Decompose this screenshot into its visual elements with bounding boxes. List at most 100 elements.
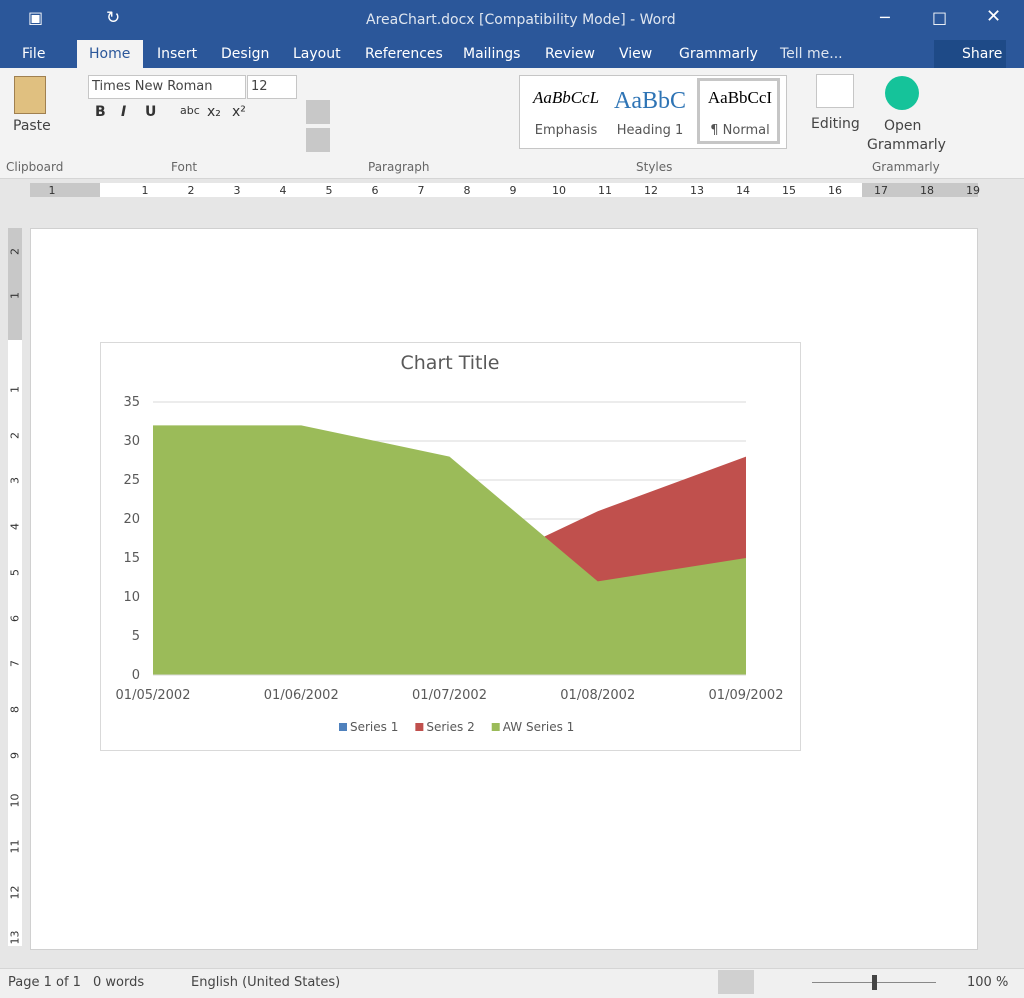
font-name[interactable]: Times New Roman <box>92 79 213 94</box>
tell-me[interactable]: Tell me... <box>780 46 843 62</box>
tab[interactable]: Mailings <box>463 46 521 62</box>
title-bar <box>0 0 1024 68</box>
font-size-box[interactable] <box>247 75 297 99</box>
paste-label[interactable]: Paste <box>13 118 51 134</box>
x-tick-label: 01/05/2002 <box>116 688 191 703</box>
ruler-label: 16 <box>828 184 842 197</box>
ltr-button[interactable] <box>306 128 330 152</box>
style-sample[interactable]: AaBbC <box>614 88 686 114</box>
vertical-ruler <box>8 228 22 946</box>
font-size[interactable]: 12 <box>251 79 268 94</box>
find-icon[interactable] <box>816 74 854 108</box>
grammarly-open[interactable]: Grammarly <box>867 137 946 153</box>
tab[interactable]: Design <box>221 46 270 62</box>
font-name-box[interactable] <box>88 75 246 99</box>
word-count[interactable]: 0 words <box>93 975 145 990</box>
grammarly-open[interactable]: Open <box>884 118 922 134</box>
maximize[interactable]: □ <box>932 8 948 27</box>
ruler-label: 2 <box>8 248 22 255</box>
ruler-label: 4 <box>8 523 22 531</box>
ruler-label: 14 <box>736 184 750 197</box>
legend-swatch <box>415 723 424 731</box>
save-icon[interactable]: ▣ <box>28 8 44 27</box>
y-tick-label: 15 <box>123 551 140 566</box>
paste-icon[interactable] <box>14 76 46 114</box>
chart: Chart Title 0 5 10 15 20 25 30 35 01/05/2002 01/0… <box>100 342 801 751</box>
ruler-label: 4 <box>279 184 287 197</box>
ruler-label: 19 <box>966 184 980 197</box>
align-left[interactable] <box>306 100 330 124</box>
status-bar <box>0 968 1024 998</box>
print-layout[interactable] <box>718 970 754 994</box>
font-button[interactable]: B <box>95 104 106 120</box>
zoom-thumb[interactable] <box>872 975 877 990</box>
ruler-label: 2 <box>187 184 195 197</box>
x-tick-label: 01/09/2002 <box>709 688 784 703</box>
tab[interactable]: Layout <box>293 46 341 62</box>
tab[interactable]: Home <box>89 46 131 62</box>
page-count[interactable]: Page 1 of 1 <box>8 975 81 990</box>
style-selected <box>697 78 780 144</box>
group-label: Styles <box>636 160 673 174</box>
ruler-label: 3 <box>233 184 241 197</box>
ruler-label: 12 <box>8 885 22 900</box>
ruler-label: 13 <box>690 184 704 197</box>
window-title: AreaChart.docx [Compatibility Mode] - Wo… <box>366 12 676 28</box>
ruler-label: 1 <box>48 184 56 197</box>
ruler-label: 17 <box>874 184 888 197</box>
ruler-label: 5 <box>325 184 333 197</box>
horizontal-ruler <box>30 183 978 197</box>
ruler-label: 5 <box>8 568 22 576</box>
tab[interactable]: File <box>22 46 46 62</box>
ruler-label: 10 <box>8 793 22 808</box>
language[interactable]: English (United States) <box>191 975 341 990</box>
ruler-label: 13 <box>8 930 22 945</box>
ruler-label: 12 <box>644 184 658 197</box>
ruler-label: 7 <box>8 660 22 668</box>
legend-swatch <box>491 723 500 731</box>
tab[interactable]: References <box>365 46 443 62</box>
style-name[interactable]: ¶ Normal <box>710 123 770 138</box>
area <box>153 425 746 675</box>
tab[interactable]: Grammarly <box>679 46 758 62</box>
group-label: Grammarly <box>872 160 940 174</box>
x-tick-label: 01/06/2002 <box>264 688 339 703</box>
ruler-label: 7 <box>417 184 425 197</box>
legend-label: Series 2 <box>426 720 474 734</box>
ruler-label: 11 <box>8 839 22 854</box>
tab[interactable]: View <box>619 46 653 62</box>
close[interactable]: ✕ <box>986 6 1002 27</box>
style-sample[interactable]: AaBbCcL <box>532 88 600 107</box>
redo-icon[interactable]: ↻ <box>106 8 121 28</box>
y-tick-label: 0 <box>132 668 140 683</box>
font-button[interactable]: abc <box>180 104 200 117</box>
group-label: Clipboard <box>6 160 64 174</box>
style-sample[interactable]: AaBbCcI <box>707 88 773 107</box>
ruler-label: 3 <box>8 477 22 485</box>
legend-label: Series 1 <box>350 720 398 734</box>
font-button[interactable]: I <box>121 104 127 120</box>
ruler-label: 8 <box>8 705 22 713</box>
tab-active[interactable] <box>77 40 143 69</box>
style-name[interactable]: Heading 1 <box>616 123 684 138</box>
styles-gallery <box>519 75 787 149</box>
font-button[interactable]: x₂ <box>207 104 221 120</box>
minimize[interactable]: ─ <box>880 8 890 27</box>
x-tick-label: 01/07/2002 <box>412 688 487 703</box>
zoom-level[interactable]: 100 % <box>967 975 1009 990</box>
y-tick-label: 35 <box>123 395 140 410</box>
font-button[interactable]: U <box>145 104 157 120</box>
share-label[interactable]: Share <box>962 46 1003 62</box>
tab[interactable]: Review <box>545 46 595 62</box>
ruler-label: 1 <box>8 292 22 299</box>
chart-title: Chart Title <box>401 352 500 374</box>
font-button[interactable]: x² <box>232 104 246 120</box>
style-name[interactable]: Emphasis <box>534 123 598 138</box>
share-button[interactable] <box>934 40 1006 68</box>
editing[interactable]: Editing <box>811 116 860 132</box>
grammarly-logo[interactable] <box>885 76 919 110</box>
ruler-label: 11 <box>598 184 612 197</box>
ruler-label: 6 <box>371 184 379 197</box>
tab[interactable]: Insert <box>157 46 198 62</box>
